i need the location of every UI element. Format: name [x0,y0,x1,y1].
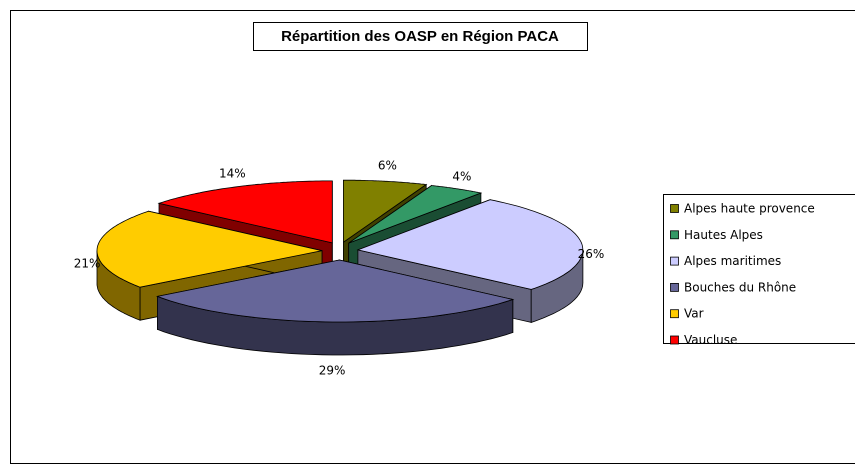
legend-swatch [670,230,679,240]
chart-title: Répartition des OASP en Région PACA [281,28,559,45]
legend-label: Var [684,307,704,321]
legend-label: Alpes maritimes [684,254,781,268]
legend-swatch [670,282,679,292]
slice [157,180,333,244]
legend-label: Bouches du Rhône [684,280,796,294]
legend-swatch [670,256,679,266]
pie [96,179,584,356]
legend-swatch [670,204,679,213]
data-label: 14% [219,166,246,180]
legend-label: Vaucluse [684,333,737,347]
slice [356,199,584,290]
legend-swatch [670,335,679,345]
slice [155,259,515,323]
legend-label: Hautes Alpes [684,228,763,242]
data-label: 21% [74,257,101,271]
data-label: 4% [452,169,471,183]
data-label: 6% [378,158,397,172]
slice [343,179,428,243]
slice [348,185,483,244]
data-label: 29% [319,363,346,377]
legend-label: Alpes haute provence [684,202,815,216]
slice [96,210,323,288]
title-box [253,22,588,51]
legend-swatch [670,309,679,319]
legend-box [663,194,855,344]
data-label: 26% [578,247,605,261]
